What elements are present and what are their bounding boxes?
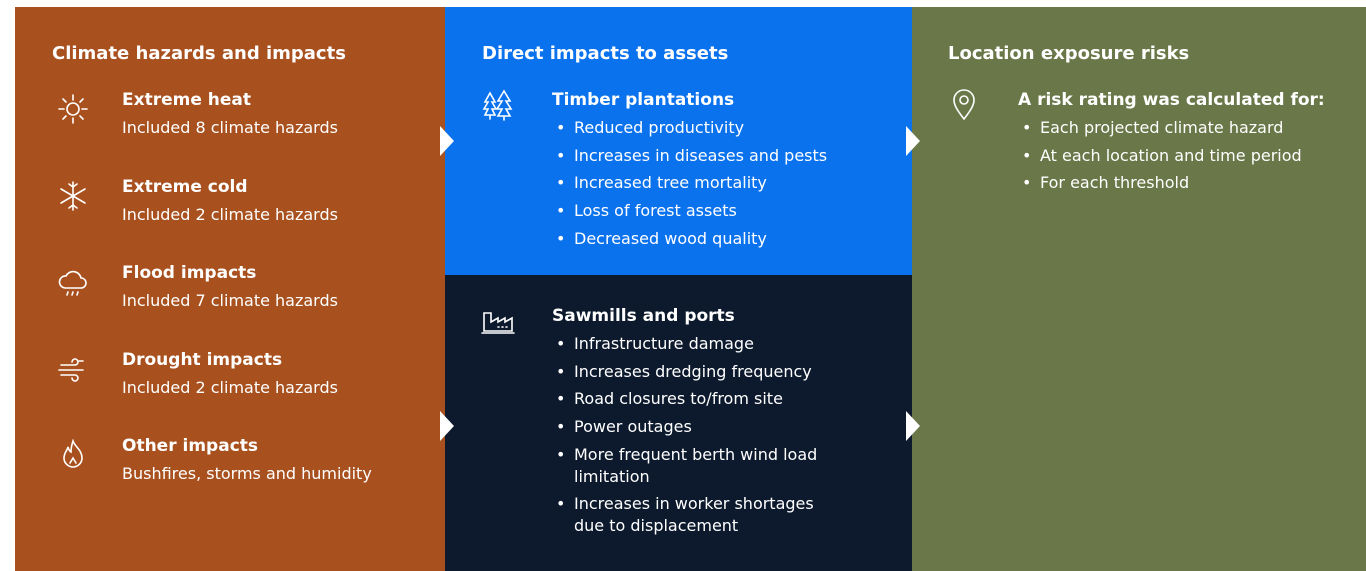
item-title: Drought impacts: [122, 349, 283, 370]
item-title: Extreme heat: [122, 90, 252, 110]
icon: [478, 301, 518, 345]
icon: [53, 435, 93, 479]
arrow: [906, 411, 920, 441]
group-title: A risk rating was calculated for:: [1018, 90, 1325, 110]
arrow: [440, 411, 454, 441]
item-title: Flood impacts: [122, 263, 257, 283]
bullet-list: Each projected climate hazard At each loc…: [1018, 117, 1348, 200]
icon: [478, 85, 518, 129]
column-title: Location exposure risks: [948, 43, 1190, 64]
bullet: Increases dredging frequency: [552, 361, 844, 383]
bullet: Loss of forest assets: [552, 200, 882, 222]
icon: [53, 349, 93, 393]
location-panel: [912, 7, 1366, 571]
arrow: [906, 126, 920, 156]
item-text: Included 7 climate hazards: [122, 291, 338, 310]
bullet: Increased tree mortality: [552, 172, 882, 194]
bullet: For each threshold: [1018, 172, 1348, 194]
group-title: Sawmills and ports: [552, 306, 735, 326]
hazards-panel: [15, 7, 445, 571]
item-title: Other impacts: [122, 436, 259, 456]
bullet: At each location and time period: [1018, 145, 1348, 167]
bullet-list: Infrastructure damage Increases dredging …: [552, 333, 844, 543]
bullet: Each projected climate hazard: [1018, 117, 1348, 139]
bullet: Decreased wood quality: [552, 228, 882, 250]
bullet: Power outages: [552, 416, 844, 438]
bullet: More frequent berth wind load limitation: [552, 444, 844, 488]
column-title: Climate hazards and impacts: [52, 43, 346, 64]
group-title: Timber plantations: [552, 90, 735, 110]
icon: [53, 176, 93, 220]
bullet: Road closures to/from site: [552, 388, 844, 410]
bullet: Infrastructure damage: [552, 333, 844, 355]
bullet-list: Reduced productivity Increases in disease…: [552, 117, 882, 255]
item-title: Extreme cold: [122, 176, 248, 197]
icon: [53, 262, 93, 306]
icon: [944, 85, 984, 129]
item-text: Included 2 climate hazards: [122, 204, 338, 224]
bullet: Increases in diseases and pests: [552, 145, 882, 167]
item-text: Included 2 climate hazards: [122, 377, 338, 397]
item-text: Included 8 climate hazards: [122, 118, 338, 137]
bullet: Reduced productivity: [552, 117, 882, 139]
column-title: Direct impacts to assets: [482, 43, 729, 64]
icon: [53, 89, 93, 133]
item-text: Bushfires, storms and humidity: [122, 464, 372, 483]
bullet: Increases in worker shortages due to dis…: [552, 493, 844, 537]
arrow: [440, 126, 454, 156]
